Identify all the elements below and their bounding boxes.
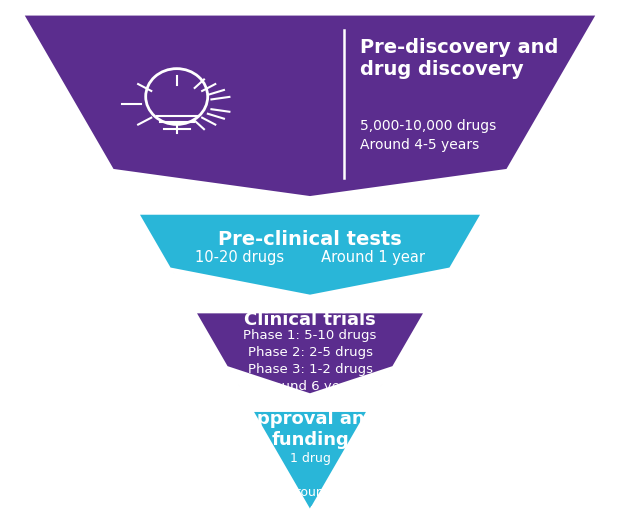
Polygon shape [197,313,423,393]
Text: 10-20 drugs        Around 1 year: 10-20 drugs Around 1 year [195,250,425,265]
Text: 1 drug

Around
1-2 years: 1 drug Around 1-2 years [281,452,339,516]
Text: Pre-clinical tests: Pre-clinical tests [218,230,402,249]
Text: Phase 1: 5-10 drugs
Phase 2: 2-5 drugs
Phase 3: 1-2 drugs
Around 6 years: Phase 1: 5-10 drugs Phase 2: 2-5 drugs P… [243,329,377,393]
Polygon shape [254,412,366,509]
Polygon shape [25,16,595,196]
Polygon shape [140,215,480,295]
Text: Approval and
funding: Approval and funding [243,410,377,449]
Text: Clinical trials: Clinical trials [244,311,376,330]
Text: 5,000-10,000 drugs
Around 4-5 years: 5,000-10,000 drugs Around 4-5 years [360,119,496,152]
Text: Pre-discovery and
drug discovery: Pre-discovery and drug discovery [360,38,558,79]
